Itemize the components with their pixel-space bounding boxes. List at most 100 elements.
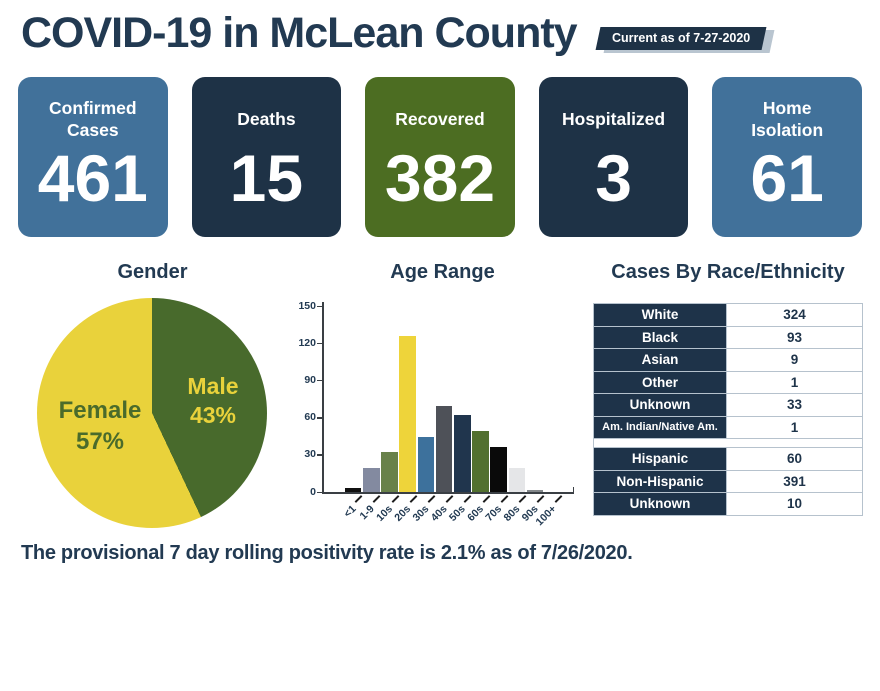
table-row: White 324 [593,303,863,327]
x-axis-tick [554,495,563,503]
gender-chart-title: Gender [117,261,188,283]
spacer-cell [593,438,863,448]
race-ethnicity-table: White 324 Black 93 Asian 9 Other 1 Unknown 33 Am. … [593,303,863,516]
stat-card-label: Recovered [395,109,485,130]
race-label-cell: Asian [593,348,727,372]
y-axis-tick [317,491,322,493]
stat-card-recovered: Recovered 382 [365,77,515,237]
stat-card-deaths: Deaths 15 [191,77,342,237]
stat-card-label: Deaths [237,109,296,130]
x-axis-tick [372,495,381,503]
race-label-cell: Black [593,325,727,349]
pie-slice-name: Male [187,373,239,399]
x-axis-end-tick [572,487,574,493]
age-bar-40s [435,406,453,492]
table-spacer-row [593,438,863,448]
pie-slice-pct: 43% [189,402,237,429]
age-bar-70s [490,447,507,492]
y-axis-tick [317,305,322,307]
stat-card-value: 461 [37,141,148,215]
stat-card-value: 61 [750,141,824,215]
x-axis-tick [482,495,490,503]
gender-pie-chart [37,298,267,528]
race-label-cell: White [593,303,727,327]
y-axis-tick [317,379,322,382]
x-axis-tick [409,495,418,503]
stat-card-hospitalized: Hospitalized 3 [538,77,689,237]
race-value-cell: 33 [726,393,863,417]
race-value-cell: 10 [726,492,863,516]
y-axis-tick [317,454,322,456]
stat-card-confirmed-cases: Confirmed Cases 461 [18,77,168,237]
x-axis-tick [463,495,472,503]
race-label-cell: Other [593,370,727,394]
race-label-cell: Am. Indian/Native Am. [593,415,727,439]
positivity-rate-note: The provisional 7 day rolling positivity… [21,542,633,564]
y-axis-tick-label: 60 [304,411,316,424]
age-bar-1 [344,488,362,492]
y-axis-line [322,302,324,494]
y-axis-tick-label: 150 [298,299,316,312]
y-axis-tick-label: 90 [304,373,316,386]
x-axis-tick [427,495,436,503]
race-label-cell: Unknown [593,492,727,516]
age-chart-title: Age Range [390,261,495,283]
stat-cards: Confirmed Cases 461 Deaths 15 Recovered 382 Ho… [18,77,862,237]
badge-label: Current as of 7-27-2020 [612,31,751,45]
x-axis-tick [391,495,399,503]
age-bar-60s [472,431,489,492]
age-bar-chart: 0 30 60 90 120 150 <1 1-9 10s 20s 30s 40s 50s 60s 70s 8… [296,294,596,544]
table-row: Other 1 [593,370,863,394]
stat-card-value: 3 [595,141,632,215]
race-value-cell: 93 [726,325,863,349]
stat-card-label: Home Isolation [751,98,824,140]
age-bar-20s [399,335,416,492]
stat-card-label: Confirmed Cases [49,98,137,140]
race-label-cell: Unknown [593,393,727,417]
covid-dashboard: { "header": { "title": "COVID-19 in McLe… [18,9,863,564]
race-label-cell: Hispanic [593,447,727,471]
x-axis-tick [500,495,509,503]
current-date-badge: Current as of 7-27-2020 [595,27,775,53]
pie-label-female: Female 57% [45,396,155,457]
x-axis-tick [536,495,545,503]
page-title: COVID-19 in McLean County [21,9,578,57]
age-bar-80s [508,468,526,492]
pie-slice-pct: 57% [75,427,125,455]
pie-slice-name: Female [58,397,142,424]
table-row: Unknown 33 [593,393,863,417]
age-bar-19 [363,468,380,492]
pie-label-male: Male 43% [168,372,258,431]
x-axis-tick [445,495,454,503]
race-value-cell: 1 [726,415,863,439]
table-row: Non-Hispanic 391 [593,469,863,493]
table-row: Black 93 [593,325,863,349]
age-bar-50s [454,415,471,492]
table-row: Am. Indian/Native Am. 1 [593,415,863,439]
x-axis-line [322,492,574,494]
table-row: Unknown 10 [593,492,863,516]
race-value-cell: 324 [726,303,863,327]
stat-card-label: Hospitalized [562,109,666,130]
y-axis-tick-label: 120 [298,336,316,349]
stat-card-value: 382 [384,141,496,215]
race-value-cell: 1 [726,370,863,394]
table-row: Asian 9 [593,348,863,372]
race-value-cell: 391 [726,469,863,493]
y-axis-tick [317,342,322,345]
race-table-title: Cases By Race/Ethnicity [611,261,845,283]
stat-card-home-isolation: Home Isolation 61 [712,77,862,237]
stat-card-value: 15 [229,141,304,215]
race-value-cell: 60 [726,447,863,471]
y-axis-tick [317,417,322,419]
y-axis-tick-label: 0 [310,485,316,498]
y-axis-tick-label: 30 [304,448,316,461]
age-bar-90s [526,489,544,492]
x-axis-tick [518,495,527,503]
table-row: Hispanic 60 [593,447,863,471]
age-bar-30s [417,437,435,492]
age-bar-10s [381,452,398,492]
race-value-cell: 9 [726,348,863,372]
race-label-cell: Non-Hispanic [593,469,727,493]
x-axis-tick [354,495,363,503]
